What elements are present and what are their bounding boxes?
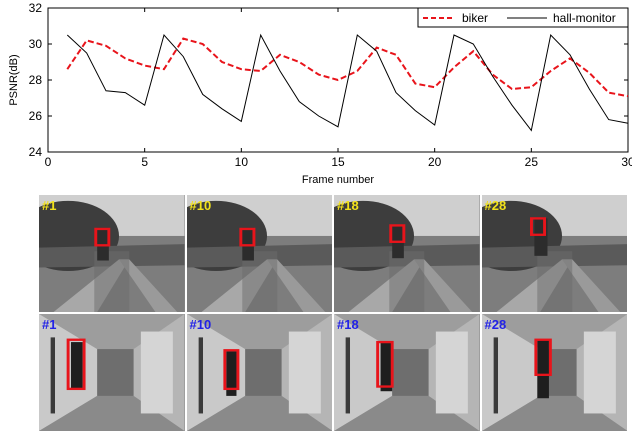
hallway-scene (186, 314, 332, 431)
y-tick-label: 28 (29, 73, 43, 87)
frame-grid: #1 #10 #18 (39, 195, 627, 431)
psnr-chart: 24 26 28 30 32 0 5 10 15 20 25 30 Frame number PSN… (8, 1, 632, 186)
y-tick-label: 26 (29, 109, 43, 123)
tracking-box (66, 338, 86, 391)
tracking-box (376, 340, 394, 388)
tracking-box (533, 338, 552, 377)
hall-monitor-frame-1: #1 (39, 314, 185, 431)
tracking-box (222, 349, 239, 391)
biker-scene (39, 195, 185, 312)
biker-frame-28: #28 (481, 195, 627, 312)
hall-monitor-frame-10: #10 (186, 314, 332, 431)
x-tick-label: 10 (235, 155, 249, 169)
hall-monitor-frame-28: #28 (481, 314, 627, 431)
biker-scene (334, 195, 480, 312)
hall-monitor-frame-18: #18 (334, 314, 480, 431)
frame-label: #28 (484, 317, 507, 332)
x-tick-label: 30 (621, 155, 632, 169)
x-tick-label: 0 (45, 155, 52, 169)
hallway-scene (481, 314, 627, 431)
biker-frame-1: #1 (39, 195, 185, 312)
biker-frame-10: #10 (186, 195, 332, 312)
legend-label-hall-monitor: hall-monitor (553, 11, 616, 25)
frame-label: #18 (337, 198, 359, 213)
frame-label: #1 (42, 317, 57, 332)
x-tick-label: 15 (331, 155, 345, 169)
tracking-box (238, 227, 255, 247)
series-line-hall-monitor (66, 33, 629, 132)
hallway-scene (39, 314, 185, 431)
tracking-box (529, 217, 546, 236)
legend: biker hall-monitor (417, 7, 629, 28)
frame-label: #1 (42, 198, 57, 213)
biker-scene (186, 195, 332, 312)
y-tick-label: 30 (29, 37, 43, 51)
y-tick-label: 24 (29, 145, 43, 159)
biker-frame-18: #18 (334, 195, 480, 312)
series-layer (66, 33, 629, 132)
tracking-box (389, 224, 406, 243)
series-line-biker (66, 37, 629, 98)
biker-scene (481, 195, 627, 312)
frame-label: #28 (484, 198, 507, 213)
hallway-scene (334, 314, 480, 431)
x-axis: 0 5 10 15 20 25 30 (45, 8, 632, 169)
x-axis-label: Frame number (302, 174, 374, 186)
frame-label: #10 (189, 198, 212, 213)
x-tick-label: 20 (428, 155, 442, 169)
y-axis: 24 26 28 30 32 (29, 1, 628, 159)
tracking-box (94, 227, 111, 247)
y-axis-label: PSNR(dB) (8, 54, 20, 105)
frame-label: #18 (337, 317, 359, 332)
x-tick-label: 25 (525, 155, 539, 169)
frame-label: #10 (189, 317, 212, 332)
x-tick-label: 5 (141, 155, 148, 169)
y-tick-label: 32 (29, 1, 43, 15)
legend-label-biker: biker (462, 11, 488, 25)
